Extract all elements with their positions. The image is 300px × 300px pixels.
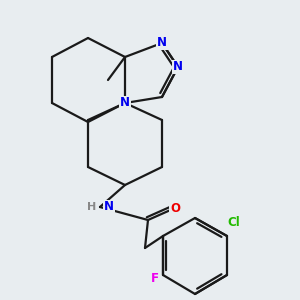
- Text: N: N: [120, 97, 130, 110]
- Text: N: N: [104, 200, 114, 214]
- Text: O: O: [170, 202, 180, 214]
- Text: N: N: [157, 37, 167, 50]
- Text: N: N: [173, 61, 183, 74]
- Text: F: F: [151, 272, 159, 284]
- Text: Cl: Cl: [228, 215, 240, 229]
- Text: H: H: [87, 202, 96, 212]
